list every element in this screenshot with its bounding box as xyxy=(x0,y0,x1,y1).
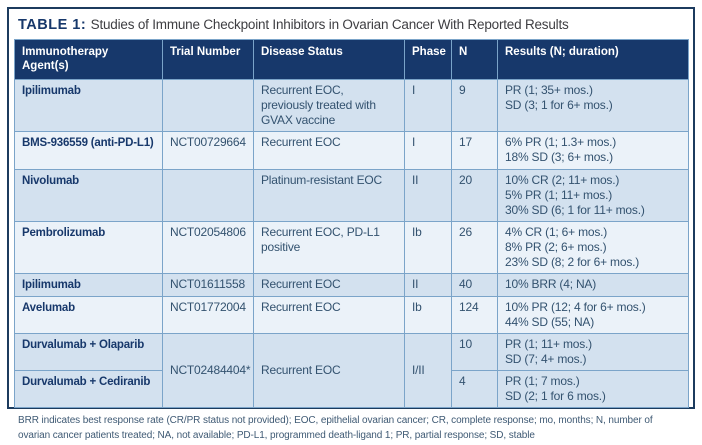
cell-phase: II xyxy=(404,273,452,297)
result-line: PR (1; 35+ mos.) xyxy=(505,82,593,97)
cell-disease-status: Platinum-resistant EOC xyxy=(253,168,405,222)
result-line: 6% PR (1; 1.3+ mos.) xyxy=(505,135,617,150)
results-table: Immunotherapy Agent(s) Trial Number Diseas… xyxy=(14,39,689,409)
table-row: Ipilimumab NCT01611558 Recurrent EOC II 40 10… xyxy=(14,273,689,297)
cell-results: 4% CR (1; 6+ mos.) 8% PR (2; 6+ mos.) 23% … xyxy=(497,220,689,275)
cell-n: 40 xyxy=(451,273,498,297)
cell-trial-number xyxy=(162,168,254,222)
cell-results: 10% BRR (4; NA) xyxy=(497,273,689,297)
cell-trial-number: NCT02484404* xyxy=(162,332,254,409)
cell-agent: Durvalumab + Cediranib xyxy=(14,370,163,409)
table-row: Durvalumab + Cediranib 4 PR (1; 7 mos.) SD … xyxy=(14,370,689,409)
table-row: Pembrolizumab NCT02054806 Recurrent EOC, P… xyxy=(14,220,689,275)
result-line: SD (7; 4+ mos.) xyxy=(505,351,587,366)
cell-phase: Ib xyxy=(404,220,452,275)
column-header-disease: Disease Status xyxy=(253,39,405,80)
result-line: 18% SD (3; 6+ mos.) xyxy=(505,150,613,165)
cell-n: 4 xyxy=(451,370,498,409)
column-header-trial: Trial Number xyxy=(162,39,254,80)
cell-disease-status: Recurrent EOC, previously treated with G… xyxy=(253,78,405,133)
cell-phase: I xyxy=(404,131,452,170)
cell-trial-number: NCT01772004 xyxy=(162,295,254,334)
cell-results: 10% PR (12; 4 for 6+ mos.) 44% SD (55; NA… xyxy=(497,295,689,334)
result-line: 23% SD (8; 2 for 6+ mos.) xyxy=(505,255,640,270)
cell-agent: Ipilimumab xyxy=(14,273,163,297)
result-line: SD (2; 1 for 6 mos.) xyxy=(505,389,606,404)
result-line: 8% PR (2; 6+ mos.) xyxy=(505,239,607,254)
cell-trial-number: NCT02054806 xyxy=(162,220,254,275)
cell-trial-number: NCT01611558 xyxy=(162,273,254,297)
table-row: Nivolumab Platinum-resistant EOC II 20 10% C… xyxy=(14,168,689,222)
column-header-agent: Immunotherapy Agent(s) xyxy=(14,39,163,80)
result-line: 44% SD (55; NA) xyxy=(505,314,595,329)
cell-results: 6% PR (1; 1.3+ mos.) 18% SD (3; 6+ mos.) xyxy=(497,131,689,170)
result-line: 10% CR (2; 11+ mos.) xyxy=(505,172,620,187)
cell-phase: Ib xyxy=(404,295,452,334)
cell-trial-number: NCT00729664 xyxy=(162,131,254,170)
cell-agent: Avelumab xyxy=(14,295,163,334)
table-row: Ipilimumab Recurrent EOC, previously trea… xyxy=(14,78,689,133)
cell-disease-status: Recurrent EOC xyxy=(253,131,405,170)
cell-results: 10% CR (2; 11+ mos.) 5% PR (1; 11+ mos.) 3… xyxy=(497,168,689,222)
table-row: Durvalumab + Olaparib NCT02484404* Recurre… xyxy=(14,332,689,409)
table-title-label: TABLE 1: xyxy=(18,17,87,33)
cell-disease-status: Recurrent EOC xyxy=(253,273,405,297)
cell-agent: BMS-936559 (anti-PD-L1) xyxy=(14,131,163,170)
column-header-n: N xyxy=(451,39,498,80)
result-line: 30% SD (6; 1 for 11+ mos.) xyxy=(505,202,645,217)
cell-results: PR (1; 11+ mos.) SD (7; 4+ mos.) xyxy=(497,332,689,372)
table-title-text: Studies of Immune Checkpoint Inhibitors … xyxy=(90,17,569,32)
table-body: Ipilimumab Recurrent EOC, previously trea… xyxy=(14,78,689,409)
page-frame: TABLE 1: Studies of Immune Checkpoint In… xyxy=(7,7,695,441)
cell-phase: I/II xyxy=(404,332,452,409)
cell-n: 20 xyxy=(451,168,498,222)
result-line: 10% PR (12; 4 for 6+ mos.) xyxy=(505,299,646,314)
cell-n: 10 xyxy=(451,332,498,372)
column-header-phase: Phase xyxy=(404,39,452,80)
cell-agent: Pembrolizumab xyxy=(14,220,163,275)
table-row: Avelumab NCT01772004 Recurrent EOC Ib 124 10%… xyxy=(14,295,689,334)
cell-n: 26 xyxy=(451,220,498,275)
cell-results: PR (1; 35+ mos.) SD (3; 1 for 6+ mos.) xyxy=(497,78,689,133)
cell-disease-status: Recurrent EOC xyxy=(253,332,405,409)
cell-disease-status: Recurrent EOC, PD-L1 positive xyxy=(253,220,405,275)
result-line: SD (3; 1 for 6+ mos.) xyxy=(505,98,613,113)
cell-trial-number xyxy=(162,78,254,133)
table-row: BMS-936559 (anti-PD-L1) NCT00729664 Recurr… xyxy=(14,131,689,170)
cell-results: PR (1; 7 mos.) SD (2; 1 for 6 mos.) xyxy=(497,370,689,409)
table-header: Immunotherapy Agent(s) Trial Number Diseas… xyxy=(14,39,689,80)
result-line: 4% CR (1; 6+ mos.) xyxy=(505,224,608,239)
result-line: 10% BRR (4; NA) xyxy=(505,277,597,292)
cell-n: 9 xyxy=(451,78,498,133)
cell-phase: II xyxy=(404,168,452,222)
cell-agent: Nivolumab xyxy=(14,168,163,222)
result-line: 5% PR (1; 11+ mos.) xyxy=(505,187,613,202)
cell-agent: Durvalumab + Olaparib xyxy=(14,332,163,372)
cell-disease-status: Recurrent EOC xyxy=(253,295,405,334)
cell-agent: Ipilimumab xyxy=(14,78,163,133)
table-header-row: Immunotherapy Agent(s) Trial Number Diseas… xyxy=(14,39,689,80)
column-header-results: Results (N; duration) xyxy=(497,39,689,80)
cell-phase: I xyxy=(404,78,452,133)
result-line: PR (1; 11+ mos.) xyxy=(505,336,592,351)
cell-n: 17 xyxy=(451,131,498,170)
cell-n: 124 xyxy=(451,295,498,334)
table-title: TABLE 1: Studies of Immune Checkpoint In… xyxy=(14,13,688,39)
result-line: PR (1; 7 mos.) xyxy=(505,374,580,389)
table-footnote: BRR indicates best response rate (CR/PR … xyxy=(18,415,653,441)
